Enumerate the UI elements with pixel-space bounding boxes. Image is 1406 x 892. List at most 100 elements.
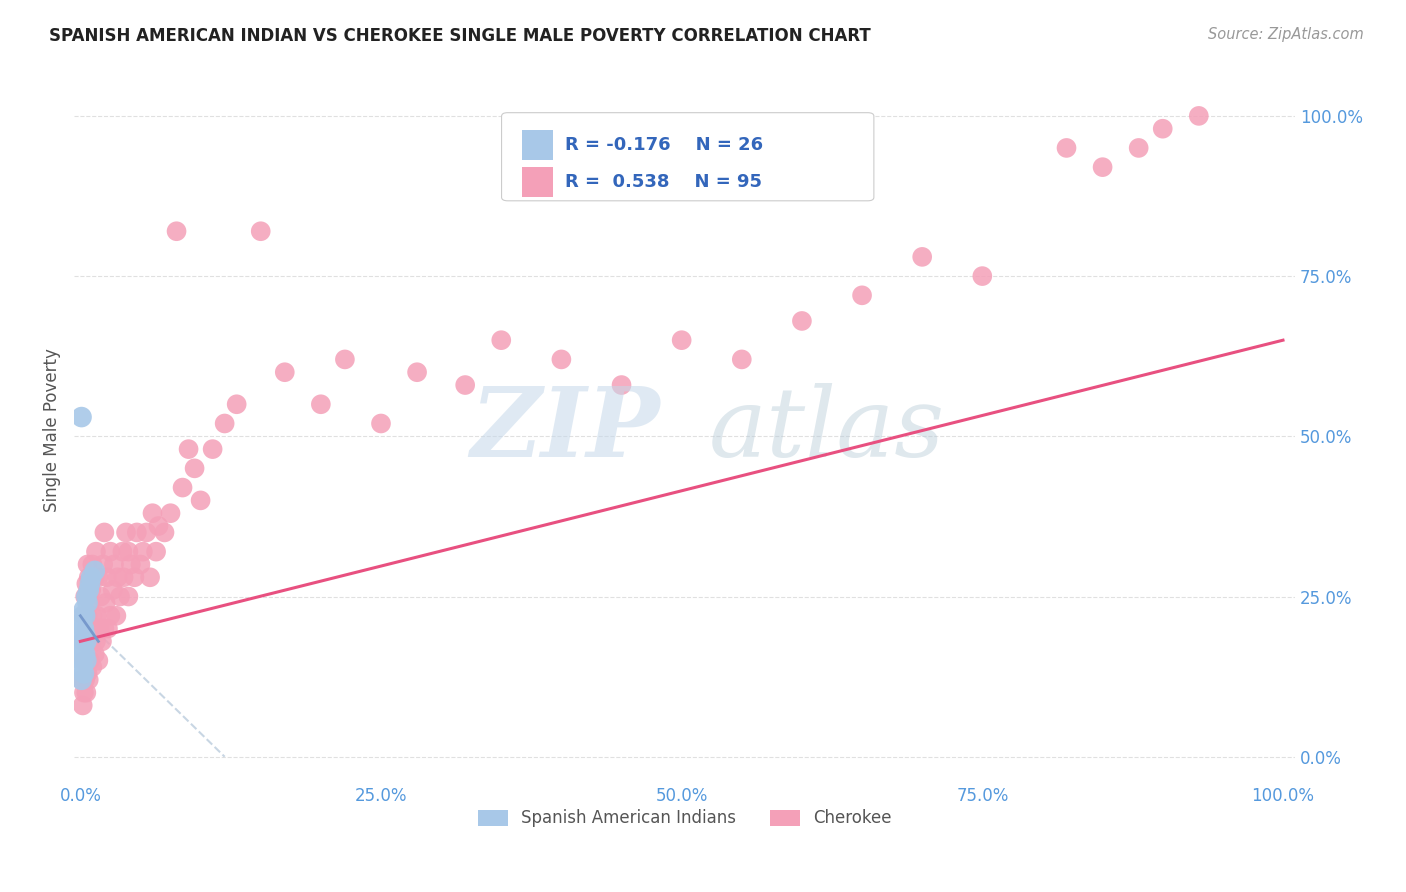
Point [83, 647, 105, 661]
Point [76, 608, 98, 623]
Point [72, 622, 94, 636]
Point [731, 352, 754, 367]
Point [73, 602, 96, 616]
Point [911, 250, 934, 264]
Point [491, 333, 513, 347]
Point [75, 590, 97, 604]
Point [83, 564, 105, 578]
Text: R =  0.538    N = 95: R = 0.538 N = 95 [565, 173, 762, 191]
Point [73, 666, 96, 681]
Point [309, 397, 332, 411]
Point [153, 525, 176, 540]
Point [103, 558, 125, 572]
Point [117, 590, 139, 604]
Point [77, 622, 100, 636]
Point [90, 590, 112, 604]
Point [166, 224, 188, 238]
Point [77, 583, 100, 598]
Point [125, 525, 148, 540]
Text: SPANISH AMERICAN INDIAN VS CHEROKEE SINGLE MALE POVERTY CORRELATION CHART: SPANISH AMERICAN INDIAN VS CHEROKEE SING… [49, 27, 870, 45]
Point [790, 314, 813, 328]
Point [75, 622, 97, 636]
Point [79, 654, 101, 668]
Point [851, 288, 873, 302]
Point [75, 685, 97, 699]
Point [91, 634, 114, 648]
Point [454, 378, 477, 392]
Point [93, 525, 115, 540]
Y-axis label: Single Male Poverty: Single Male Poverty [44, 348, 60, 512]
Point [190, 493, 212, 508]
Point [89, 622, 111, 636]
Point [610, 378, 633, 392]
Point [249, 224, 271, 238]
Text: Source: ZipAtlas.com: Source: ZipAtlas.com [1208, 27, 1364, 42]
Point [83, 622, 105, 636]
Point [132, 544, 155, 558]
Point [76, 558, 98, 572]
Point [75, 576, 97, 591]
Bar [522, 167, 553, 196]
Point [972, 269, 994, 284]
Point [75, 590, 97, 604]
Point [97, 622, 120, 636]
Point [107, 570, 129, 584]
Point [84, 634, 107, 648]
Point [115, 525, 138, 540]
Legend: Spanish American Indians, Cherokee: Spanish American Indians, Cherokee [471, 803, 898, 834]
Point [77, 673, 100, 687]
Point [183, 461, 205, 475]
Point [73, 654, 96, 668]
Point [70, 628, 93, 642]
Point [87, 570, 110, 584]
Point [139, 570, 162, 584]
Point [117, 544, 139, 558]
Point [72, 698, 94, 713]
Point [72, 608, 94, 623]
Point [111, 544, 134, 558]
Point [129, 558, 152, 572]
Point [76, 596, 98, 610]
Text: atlas: atlas [709, 383, 945, 477]
Point [73, 608, 96, 623]
Point [406, 365, 429, 379]
Point [80, 634, 103, 648]
Point [120, 558, 142, 572]
Point [214, 417, 236, 431]
Point [671, 333, 693, 347]
Point [70, 673, 93, 687]
Point [84, 544, 107, 558]
Point [94, 596, 117, 610]
Point [225, 397, 247, 411]
FancyBboxPatch shape [502, 112, 875, 201]
Point [70, 640, 93, 655]
Point [72, 634, 94, 648]
Point [79, 576, 101, 591]
Point [70, 410, 93, 425]
Point [82, 660, 104, 674]
Point [73, 640, 96, 655]
Point [159, 506, 181, 520]
Point [86, 608, 108, 623]
Point [75, 634, 97, 648]
Point [75, 628, 97, 642]
Point [1152, 121, 1174, 136]
Text: R = -0.176    N = 26: R = -0.176 N = 26 [565, 136, 763, 154]
Point [73, 622, 96, 636]
Point [145, 544, 167, 558]
Point [100, 608, 122, 623]
Point [80, 570, 103, 584]
Point [112, 570, 135, 584]
Point [135, 525, 157, 540]
Point [75, 634, 97, 648]
Point [72, 660, 94, 674]
Point [1128, 141, 1150, 155]
Point [105, 608, 128, 623]
Point [75, 673, 97, 687]
Point [201, 442, 224, 456]
Point [83, 570, 105, 584]
Point [274, 365, 297, 379]
Point [75, 647, 97, 661]
Point [1091, 160, 1114, 174]
Point [148, 519, 170, 533]
